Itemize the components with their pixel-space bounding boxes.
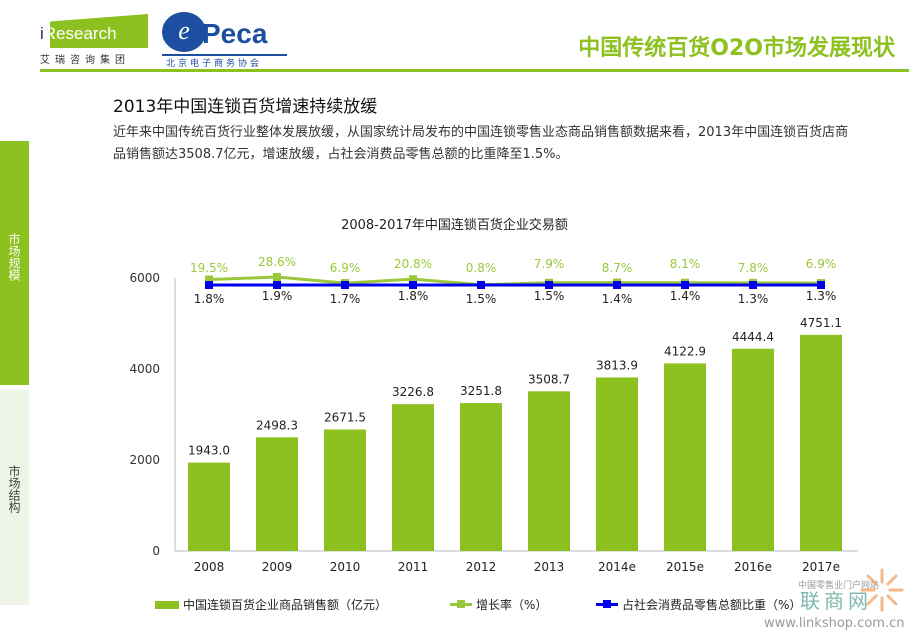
bar-value-label: 4122.9 bbox=[664, 344, 706, 358]
sidebar-item-label: 市场规模 bbox=[7, 233, 21, 281]
iresearch-logo: iiResearchResearch 艾瑞咨询集团 bbox=[40, 14, 150, 66]
legend-label: 占社会消费品零售总额比重（%） bbox=[622, 598, 802, 612]
bar bbox=[732, 348, 774, 551]
legend-item-growth: 增长率（%） bbox=[450, 596, 547, 613]
sidebar-item-label: 市场结构 bbox=[7, 465, 21, 513]
x-tick-label: 2016e bbox=[734, 560, 772, 574]
legend-item-share: 占社会消费品零售总额比重（%） bbox=[596, 596, 801, 613]
bar bbox=[324, 429, 366, 551]
linkshop-sun-icon bbox=[860, 568, 904, 612]
growth-label: 19.5% bbox=[190, 261, 228, 275]
share-point bbox=[681, 281, 689, 289]
growth-label: 8.1% bbox=[670, 257, 701, 271]
share-label: 1.5% bbox=[466, 292, 497, 306]
iresearch-logo-cn: 艾瑞咨询集团 bbox=[40, 55, 130, 66]
x-tick-label: 2013 bbox=[534, 560, 565, 574]
y-tick-label: 6000 bbox=[129, 271, 160, 285]
bar bbox=[596, 377, 638, 551]
y-tick-label: 0 bbox=[152, 544, 160, 558]
watermark-subtitle: 中国零售业门户网站 bbox=[798, 581, 880, 591]
bar-value-label: 3251.8 bbox=[460, 384, 502, 398]
bar bbox=[528, 391, 570, 551]
share-label: 1.4% bbox=[670, 289, 701, 303]
growth-point bbox=[205, 275, 213, 284]
bar bbox=[460, 403, 502, 551]
share-label: 1.8% bbox=[194, 292, 225, 306]
legend-label: 中国连锁百货企业商品销售额（亿元） bbox=[183, 598, 388, 612]
legend-swatch-share-line bbox=[596, 600, 618, 608]
bar-value-label: 2498.3 bbox=[256, 418, 298, 432]
growth-label: 28.6% bbox=[258, 255, 296, 269]
bar bbox=[188, 462, 230, 551]
page-title: 中国传统百货O2O市场发展现状 bbox=[578, 36, 895, 61]
growth-label: 7.9% bbox=[534, 257, 565, 271]
share-point bbox=[341, 281, 349, 289]
growth-point bbox=[273, 272, 281, 281]
x-tick-label: 2017e bbox=[802, 560, 840, 574]
x-tick-label: 2008 bbox=[194, 560, 225, 574]
peca-logo: e Peca 北京电子商务协会 bbox=[162, 12, 292, 69]
x-tick-label: 2010 bbox=[330, 560, 361, 574]
bar-value-label: 3813.9 bbox=[596, 358, 638, 372]
share-label: 1.4% bbox=[602, 292, 633, 306]
bar-value-label: 3508.7 bbox=[528, 372, 570, 386]
header-divider bbox=[40, 69, 909, 72]
bar-value-label: 4751.1 bbox=[800, 316, 842, 330]
share-point bbox=[477, 281, 485, 289]
bar bbox=[800, 334, 842, 551]
growth-label: 20.8% bbox=[394, 257, 432, 271]
bar-value-label: 4444.4 bbox=[732, 330, 774, 344]
growth-label: 7.8% bbox=[738, 261, 769, 275]
bar bbox=[256, 437, 298, 551]
section-body: 近年来中国传统百货行业整体发展放缓，从国家统计局发布的中国连锁零售业态商品销售额… bbox=[113, 125, 849, 162]
sidebar-item-market-size[interactable]: 市场规模 bbox=[0, 141, 29, 385]
growth-label: 8.7% bbox=[602, 261, 633, 275]
legend-item-sales: 中国连锁百货企业商品销售额（亿元） bbox=[155, 596, 387, 613]
legend-label: 增长率（%） bbox=[476, 598, 548, 612]
y-tick-label: 4000 bbox=[129, 362, 160, 376]
share-label: 1.7% bbox=[330, 292, 361, 306]
bar-value-label: 2671.5 bbox=[324, 410, 366, 424]
legend-swatch-growth-line bbox=[450, 600, 472, 608]
chart-title: 2008-2017年中国连锁百货企业交易额 bbox=[341, 218, 568, 233]
y-tick-label: 2000 bbox=[129, 453, 160, 467]
watermark-brand: 联商网 bbox=[800, 589, 872, 613]
growth-label: 6.9% bbox=[330, 261, 361, 275]
section-title: 2013年中国连锁百货增速持续放缓 bbox=[113, 97, 378, 117]
share-point bbox=[205, 281, 213, 289]
bar bbox=[392, 404, 434, 551]
share-label: 1.3% bbox=[806, 289, 837, 303]
sidebar-item-market-structure[interactable]: 市场结构 bbox=[0, 390, 29, 605]
share-label: 1.3% bbox=[738, 292, 769, 306]
share-point bbox=[409, 281, 417, 289]
bar-value-label: 3226.8 bbox=[392, 385, 434, 399]
legend-swatch-bar bbox=[155, 600, 179, 609]
x-tick-label: 2014e bbox=[598, 560, 636, 574]
share-point bbox=[545, 281, 553, 289]
x-tick-label: 2009 bbox=[262, 560, 293, 574]
share-label: 1.5% bbox=[534, 289, 565, 303]
share-label: 1.8% bbox=[398, 289, 429, 303]
bar bbox=[664, 363, 706, 551]
bar-value-label: 1943.0 bbox=[188, 444, 230, 458]
share-point bbox=[273, 281, 281, 289]
growth-label: 6.9% bbox=[806, 257, 837, 271]
growth-label: 0.8% bbox=[466, 261, 497, 275]
x-tick-label: 2011 bbox=[398, 560, 429, 574]
watermark-url: www.linkshop.com.cn bbox=[764, 616, 905, 631]
growth-point bbox=[409, 275, 417, 284]
share-label: 1.9% bbox=[262, 289, 293, 303]
x-tick-label: 2015e bbox=[666, 560, 704, 574]
share-point bbox=[749, 281, 757, 289]
x-tick-label: 2012 bbox=[466, 560, 497, 574]
share-point bbox=[817, 281, 825, 289]
share-point bbox=[613, 281, 621, 289]
peca-logo-cn: 北京电子商务协会 bbox=[166, 59, 263, 69]
